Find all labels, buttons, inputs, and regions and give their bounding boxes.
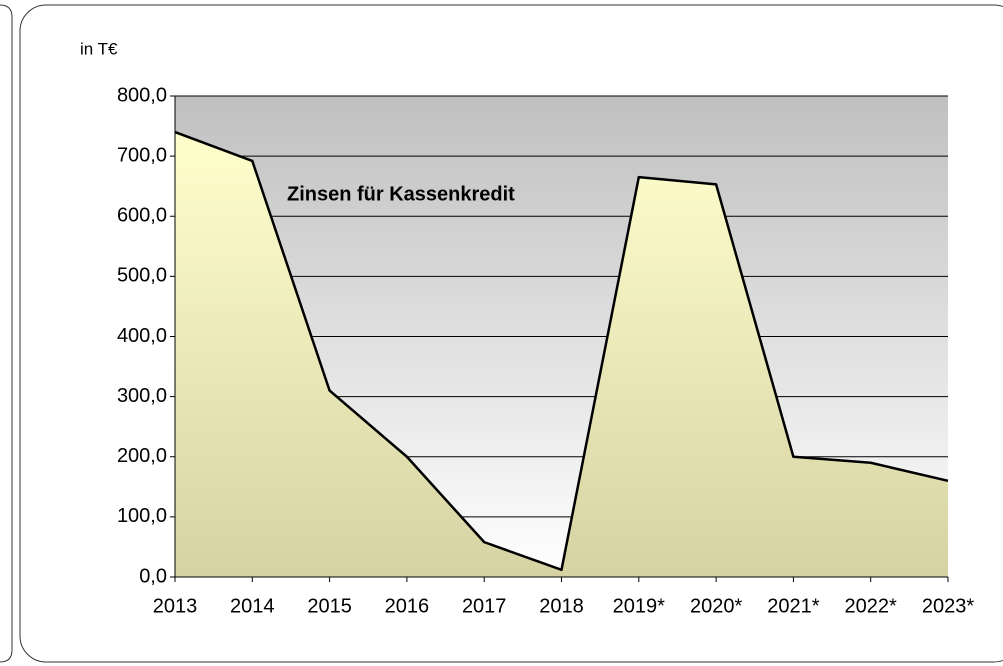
x-tick-label: 2017 xyxy=(462,595,507,617)
area-fill xyxy=(175,132,948,577)
y-tick-label: 200,0 xyxy=(117,445,167,467)
y-tick-label: 100,0 xyxy=(117,505,167,527)
x-tick-label: 2013 xyxy=(153,595,198,617)
x-tick-label: 2018 xyxy=(539,595,584,617)
chart-title: Zinsen für Kassenkredit xyxy=(287,183,515,205)
y-tick-label: 300,0 xyxy=(117,385,167,407)
y-tick-label: 500,0 xyxy=(117,265,167,287)
x-tick-label: 2016 xyxy=(385,595,430,617)
y-tick-label: 600,0 xyxy=(117,205,167,227)
x-tick-label: 2014 xyxy=(230,595,275,617)
y-tick-label: 700,0 xyxy=(117,144,167,166)
x-tick-label: 2022* xyxy=(845,595,897,617)
x-tick-label: 2020* xyxy=(690,595,742,617)
y-tick-label: 400,0 xyxy=(117,325,167,347)
x-tick-label: 2019* xyxy=(613,595,665,617)
x-tick-label: 2015 xyxy=(307,595,352,617)
x-tick-label: 2021* xyxy=(767,595,819,617)
y-tick-label: 0,0 xyxy=(139,565,167,587)
area-line xyxy=(174,130,949,572)
y-axis-label: in T€ xyxy=(80,39,118,58)
side-panel-border xyxy=(0,4,13,663)
x-tick-label: 2023* xyxy=(922,595,974,617)
y-tick-label: 800,0 xyxy=(117,84,167,106)
